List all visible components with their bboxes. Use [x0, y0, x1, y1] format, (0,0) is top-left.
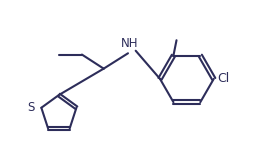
- Text: Cl: Cl: [217, 72, 229, 85]
- Text: S: S: [27, 101, 34, 114]
- Text: NH: NH: [121, 37, 139, 50]
